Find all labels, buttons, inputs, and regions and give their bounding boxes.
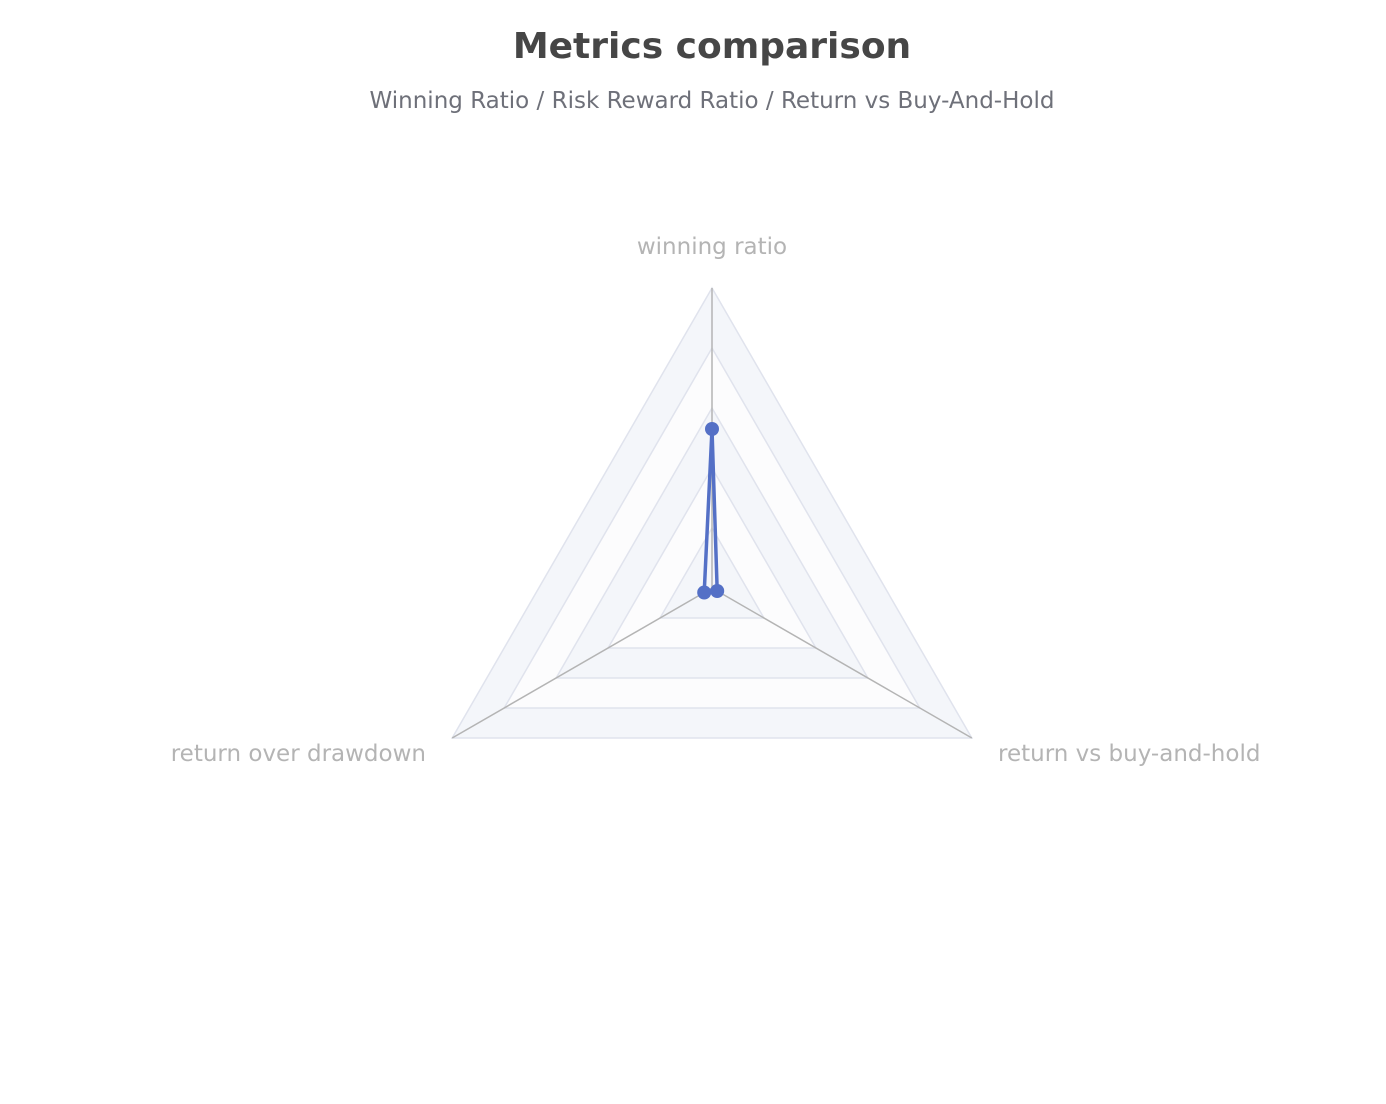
chart-subtitle: Winning Ratio / Risk Reward Ratio / Retu… — [369, 88, 1055, 114]
series-point-winning-ratio[interactable] — [705, 422, 719, 436]
axis-label-winning-ratio: winning ratio — [637, 234, 787, 260]
split-line-2 — [606, 466, 818, 649]
axis-line-2 — [451, 587, 713, 739]
chart-title: Metrics comparison — [512, 26, 912, 67]
split-lines — [450, 286, 974, 739]
axis-line-1 — [711, 587, 973, 739]
split-line-5 — [450, 286, 974, 739]
series-point-return-over-drawdown[interactable] — [697, 585, 712, 600]
axis-label-return-over-drawdown: return over drawdown — [171, 741, 426, 767]
split-line-1 — [658, 526, 766, 619]
series-layer — [697, 422, 725, 600]
split-line-3 — [554, 406, 870, 679]
axis-label-return-vs-buy-and-hold: return vs buy-and-hold — [998, 741, 1260, 767]
series-point-return-vs-buy-and-hold[interactable] — [710, 584, 725, 598]
split-line-4 — [502, 346, 922, 709]
